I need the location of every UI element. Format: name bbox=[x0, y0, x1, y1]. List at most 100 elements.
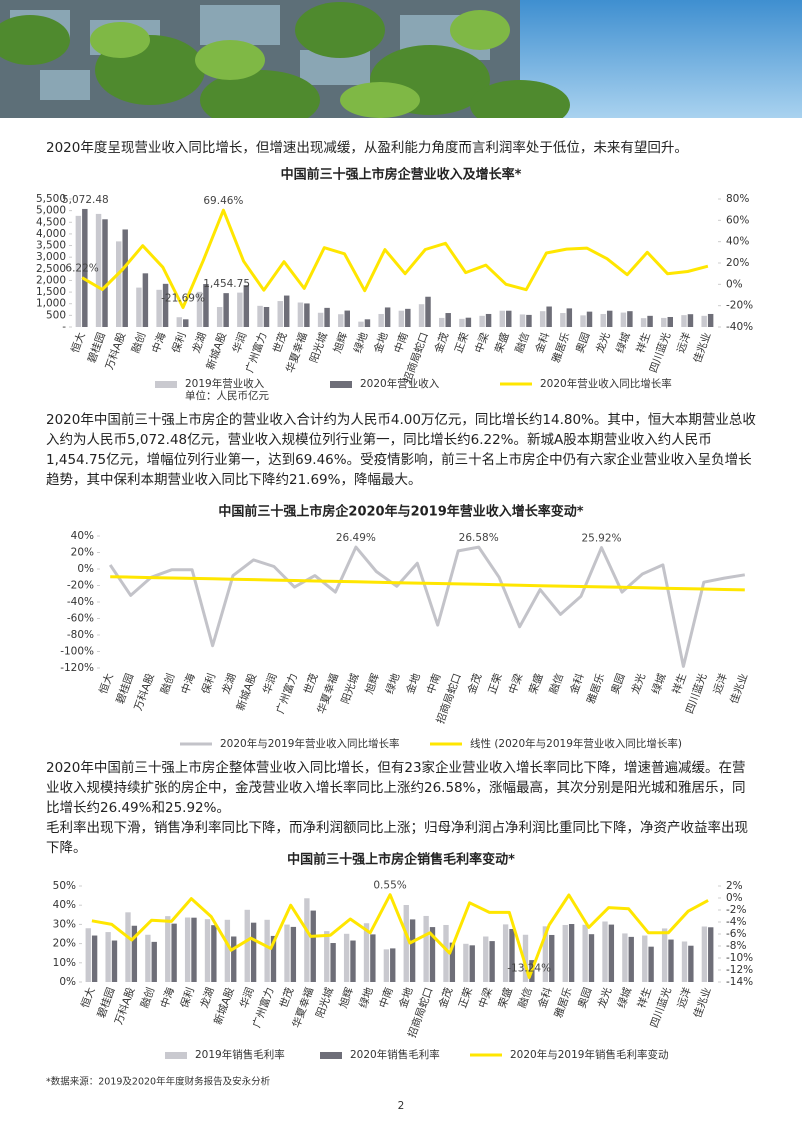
y2-tick-label: 0% bbox=[726, 278, 743, 290]
bar bbox=[423, 915, 429, 982]
x-tick-label: 中南 bbox=[424, 672, 443, 696]
x-tick-label: 金科 bbox=[535, 985, 555, 1010]
x-tick-label: 世茂 bbox=[301, 671, 321, 696]
x-tick-label: 远洋 bbox=[674, 330, 694, 355]
bar bbox=[506, 310, 512, 327]
x-tick-label: 佳兆业 bbox=[691, 331, 714, 365]
page-number: 2 bbox=[398, 1100, 405, 1112]
data-label: 26.58% bbox=[459, 532, 499, 544]
x-tick-label: 旭辉 bbox=[337, 985, 357, 1010]
bar bbox=[196, 291, 203, 327]
bar bbox=[668, 939, 674, 982]
bar bbox=[463, 943, 469, 982]
bar bbox=[519, 314, 526, 327]
bar bbox=[125, 912, 131, 982]
bar bbox=[91, 935, 98, 982]
x-tick-label: 荣盛 bbox=[496, 986, 515, 1010]
bar bbox=[688, 945, 694, 982]
x-tick-label: 中海 bbox=[178, 671, 198, 696]
x-tick-label: 新城A股 bbox=[204, 330, 230, 371]
chart-unit: 单位：人民币亿元 bbox=[185, 389, 269, 402]
bar bbox=[264, 919, 270, 982]
bar bbox=[338, 314, 344, 327]
y-tick-label: 4,500 bbox=[36, 216, 66, 228]
x-tick-label: 恒大 bbox=[96, 671, 116, 696]
x-tick-label: 正荣 bbox=[486, 671, 505, 695]
bar bbox=[429, 927, 436, 982]
bar bbox=[317, 312, 324, 327]
bar bbox=[566, 308, 573, 327]
y-tick-label: 2,500 bbox=[36, 263, 66, 275]
x-tick-label: 阳光城 bbox=[339, 671, 362, 706]
legend-label: 2019年销售毛利率 bbox=[195, 1048, 285, 1061]
bar bbox=[364, 319, 371, 327]
bar bbox=[560, 313, 566, 327]
bar bbox=[304, 303, 310, 327]
x-tick-label: 远洋 bbox=[674, 985, 694, 1010]
bar bbox=[708, 927, 714, 982]
x-tick-label: 绿地 bbox=[383, 671, 403, 696]
bar bbox=[661, 317, 667, 327]
bar bbox=[648, 946, 654, 982]
bar bbox=[562, 924, 568, 982]
x-tick-label: 金茂 bbox=[432, 330, 452, 355]
bar bbox=[606, 310, 613, 327]
bar bbox=[102, 219, 108, 327]
bar bbox=[283, 295, 290, 327]
bar bbox=[244, 909, 250, 982]
y2-tick-label: -40% bbox=[726, 321, 753, 333]
x-tick-label: 保利 bbox=[169, 331, 188, 355]
x-tick-label: 招商局蛇口 bbox=[405, 986, 435, 1040]
y-tick-label: 5,500 bbox=[36, 193, 66, 205]
x-tick-label: 碧桂园 bbox=[94, 986, 117, 1020]
legend-swatch bbox=[330, 381, 352, 388]
y-tick-label: 5,000 bbox=[36, 205, 66, 217]
y-tick-label: -80% bbox=[67, 629, 94, 641]
x-tick-label: 世茂 bbox=[277, 985, 297, 1010]
bar bbox=[465, 317, 472, 327]
bar bbox=[681, 941, 688, 982]
bar bbox=[390, 948, 396, 982]
x-tick-label: 融信 bbox=[548, 672, 566, 696]
bar bbox=[297, 302, 304, 327]
bar bbox=[75, 215, 82, 327]
y-tick-label: 1,500 bbox=[36, 286, 66, 298]
bar bbox=[701, 315, 707, 327]
bar bbox=[443, 924, 449, 982]
bar bbox=[171, 923, 177, 982]
bar bbox=[546, 306, 552, 327]
x-tick-label: 佳兆业 bbox=[691, 986, 714, 1020]
bar bbox=[701, 926, 708, 982]
y2-tick-label: -10% bbox=[726, 952, 753, 964]
bar bbox=[539, 311, 546, 327]
bar bbox=[549, 934, 555, 982]
y-tick-label: -40% bbox=[67, 596, 94, 608]
bar bbox=[183, 319, 189, 327]
data-label: 0.55% bbox=[373, 880, 406, 892]
bar bbox=[142, 273, 149, 327]
bar bbox=[384, 307, 391, 327]
y2-tick-label: 20% bbox=[726, 257, 749, 269]
bar bbox=[203, 284, 209, 327]
bar bbox=[640, 318, 647, 327]
x-tick-label: 华润 bbox=[260, 672, 279, 696]
bar bbox=[131, 925, 138, 982]
x-tick-label: 中梁 bbox=[476, 985, 496, 1010]
bar bbox=[224, 919, 231, 982]
bar bbox=[628, 936, 634, 982]
legend-label: 2019年营业收入 bbox=[185, 377, 265, 390]
bar bbox=[586, 311, 593, 327]
y2-tick-label: -20% bbox=[726, 300, 753, 312]
bar bbox=[105, 932, 111, 982]
x-tick-label: 融创 bbox=[138, 986, 157, 1010]
legend-label: 2020年销售毛利率 bbox=[350, 1048, 440, 1061]
y-tick-label: -120% bbox=[60, 662, 94, 674]
x-tick-label: 奥园 bbox=[608, 672, 627, 696]
x-tick-label: 荣盛 bbox=[526, 672, 545, 696]
bar bbox=[270, 935, 277, 982]
bar bbox=[330, 943, 336, 982]
bar bbox=[176, 317, 183, 327]
bar bbox=[483, 936, 489, 982]
bar bbox=[707, 313, 714, 327]
bar bbox=[310, 910, 316, 982]
